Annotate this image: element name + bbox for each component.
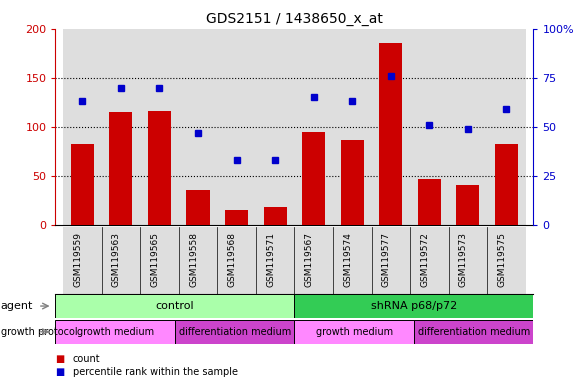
Bar <box>63 29 101 225</box>
Bar <box>101 29 140 225</box>
Bar <box>55 294 294 318</box>
Bar <box>55 320 175 344</box>
Bar <box>148 111 171 225</box>
Text: percentile rank within the sample: percentile rank within the sample <box>73 367 238 377</box>
Bar <box>449 29 487 225</box>
Text: GSM119574: GSM119574 <box>343 232 352 287</box>
Bar <box>294 320 414 344</box>
Bar <box>418 179 441 225</box>
Text: GSM119573: GSM119573 <box>459 232 468 287</box>
Text: GSM119575: GSM119575 <box>497 232 507 287</box>
Text: GSM119567: GSM119567 <box>305 232 314 287</box>
Bar <box>371 29 410 225</box>
Bar <box>414 320 533 344</box>
Text: GSM119558: GSM119558 <box>189 232 198 287</box>
Bar <box>487 227 526 294</box>
Text: growth medium: growth medium <box>315 327 393 337</box>
Text: GSM119577: GSM119577 <box>382 232 391 287</box>
Bar <box>410 227 449 294</box>
Bar <box>264 207 287 225</box>
Bar <box>449 227 487 294</box>
Bar <box>495 144 518 225</box>
Bar <box>225 210 248 225</box>
Bar <box>71 144 94 225</box>
Bar <box>256 227 294 294</box>
Text: differentiation medium: differentiation medium <box>417 327 530 337</box>
Bar <box>140 227 179 294</box>
Bar <box>487 29 526 225</box>
Bar <box>217 29 256 225</box>
Text: GSM119565: GSM119565 <box>150 232 160 287</box>
Bar <box>340 141 364 225</box>
Text: count: count <box>73 354 100 364</box>
Bar <box>456 185 479 225</box>
Bar <box>294 227 333 294</box>
Bar <box>110 112 132 225</box>
Title: GDS2151 / 1438650_x_at: GDS2151 / 1438650_x_at <box>206 12 383 26</box>
Bar <box>63 227 101 294</box>
Bar <box>175 320 294 344</box>
Bar <box>101 227 140 294</box>
Text: control: control <box>156 301 194 311</box>
Text: agent: agent <box>1 301 33 311</box>
Text: growth protocol: growth protocol <box>1 327 77 337</box>
Bar <box>217 227 256 294</box>
Text: differentiation medium: differentiation medium <box>178 327 291 337</box>
Text: ■: ■ <box>55 354 65 364</box>
Bar <box>333 227 371 294</box>
Bar <box>371 227 410 294</box>
Text: GSM119572: GSM119572 <box>420 232 429 287</box>
Bar <box>140 29 179 225</box>
Bar <box>302 132 325 225</box>
Text: GSM119559: GSM119559 <box>73 232 82 287</box>
Bar <box>294 29 333 225</box>
Text: shRNA p68/p72: shRNA p68/p72 <box>371 301 457 311</box>
Text: growth medium: growth medium <box>76 327 154 337</box>
Bar <box>256 29 294 225</box>
Bar <box>294 294 533 318</box>
Bar <box>410 29 449 225</box>
Bar <box>179 29 217 225</box>
Bar <box>179 227 217 294</box>
Bar <box>379 43 402 225</box>
Bar <box>187 190 210 225</box>
Text: GSM119563: GSM119563 <box>112 232 121 287</box>
Text: GSM119571: GSM119571 <box>266 232 275 287</box>
Bar <box>333 29 371 225</box>
Text: GSM119568: GSM119568 <box>227 232 237 287</box>
Text: ■: ■ <box>55 367 65 377</box>
